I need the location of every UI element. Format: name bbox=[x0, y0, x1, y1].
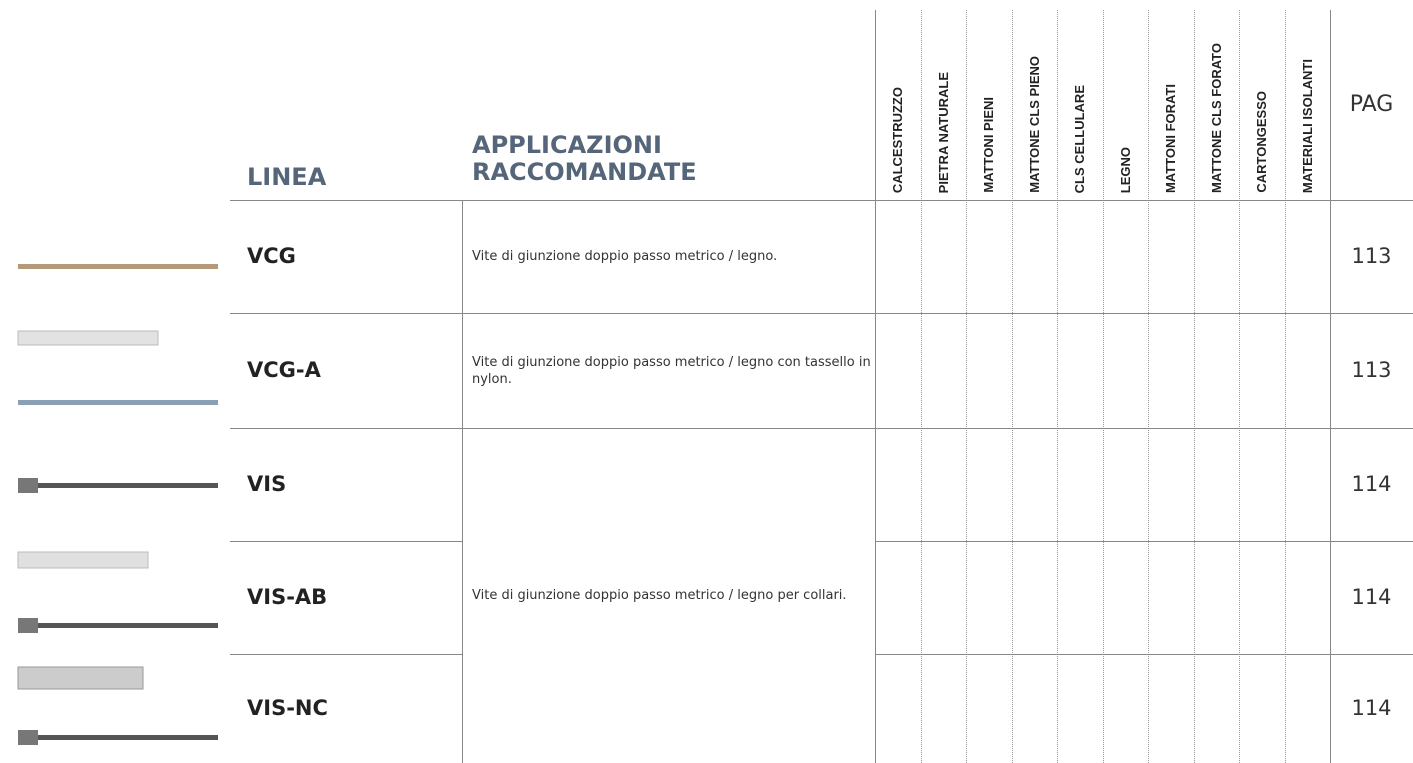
row-divider bbox=[230, 428, 1413, 429]
product-images bbox=[17, 264, 218, 745]
material-label: CALCESTRUZZO bbox=[890, 86, 905, 193]
column-divider bbox=[1330, 10, 1331, 763]
material-header: MATTONI PIENI bbox=[966, 18, 1011, 193]
row-linea: VCG bbox=[247, 243, 296, 268]
column-divider bbox=[875, 10, 876, 763]
material-label: LEGNO bbox=[1117, 146, 1133, 193]
column-divider bbox=[1193, 10, 1195, 763]
row-divider bbox=[875, 541, 1413, 542]
anchor-vcg-a bbox=[17, 330, 218, 405]
screw-vis bbox=[18, 478, 218, 493]
material-label: MATERIALI ISOLANTI bbox=[1299, 58, 1315, 193]
row-divider bbox=[230, 313, 1413, 314]
row-pag: 113 bbox=[1351, 357, 1392, 382]
row-divider bbox=[230, 541, 462, 542]
material-header: MATTONI FORATI bbox=[1148, 18, 1193, 193]
material-header: MATERIALI ISOLANTI bbox=[1285, 18, 1330, 193]
column-divider bbox=[966, 10, 967, 763]
anchor-vis-nc bbox=[17, 666, 218, 745]
material-header: CLS CELLULARE bbox=[1057, 18, 1102, 193]
material-label: CARTONGESSO bbox=[1254, 91, 1269, 193]
application-text: Vite di giunzione doppio passo metrico /… bbox=[472, 588, 847, 603]
material-header: MATTONE CLS FORATO bbox=[1194, 18, 1239, 193]
header-linea: LINEA bbox=[247, 163, 327, 191]
application-text: Vite di giunzione doppio passo metrico /… bbox=[472, 354, 871, 387]
column-divider bbox=[1011, 10, 1013, 763]
header-pag: PAG bbox=[1349, 92, 1394, 117]
material-label: PIETRA NATURALE bbox=[935, 71, 951, 193]
column-divider bbox=[1284, 10, 1286, 763]
column-divider bbox=[1102, 10, 1104, 763]
column-divider bbox=[1239, 10, 1240, 763]
material-label: MATTONI PIENI bbox=[981, 97, 996, 193]
row-pag: 114 bbox=[1351, 584, 1392, 609]
material-header: MATTONE CLS PIENO bbox=[1012, 18, 1057, 193]
material-label: CLS CELLULARE bbox=[1072, 84, 1087, 193]
anchor-vis-ab bbox=[17, 551, 218, 633]
material-header: CALCESTRUZZO bbox=[875, 18, 920, 193]
material-label: MATTONI FORATI bbox=[1163, 83, 1178, 193]
row-linea: VIS bbox=[247, 471, 287, 496]
screw-vcg bbox=[18, 264, 218, 269]
row-linea: VIS-NC bbox=[247, 695, 328, 720]
column-divider bbox=[1148, 10, 1149, 763]
column-divider bbox=[920, 10, 922, 763]
row-pag: 114 bbox=[1351, 471, 1392, 496]
row-pag: 113 bbox=[1351, 243, 1392, 268]
material-header: PIETRA NATURALE bbox=[921, 18, 966, 193]
row-divider bbox=[230, 654, 462, 655]
header-applicazioni: APPLICAZIONI RACCOMANDATE bbox=[472, 131, 697, 186]
row-divider bbox=[875, 654, 1413, 655]
application-text: Vite di giunzione doppio passo metrico /… bbox=[472, 249, 778, 264]
material-label: MATTONE CLS FORATO bbox=[1208, 43, 1224, 193]
row-linea: VIS-AB bbox=[247, 584, 328, 609]
row-pag: 114 bbox=[1351, 695, 1392, 720]
material-header: CARTONGESSO bbox=[1239, 18, 1284, 193]
material-header: LEGNO bbox=[1103, 18, 1148, 193]
row-linea: VCG-A bbox=[247, 357, 321, 382]
column-divider bbox=[1057, 10, 1058, 763]
material-label: MATTONE CLS PIENO bbox=[1026, 56, 1042, 193]
column-divider bbox=[462, 200, 463, 763]
row-divider bbox=[230, 200, 1413, 201]
